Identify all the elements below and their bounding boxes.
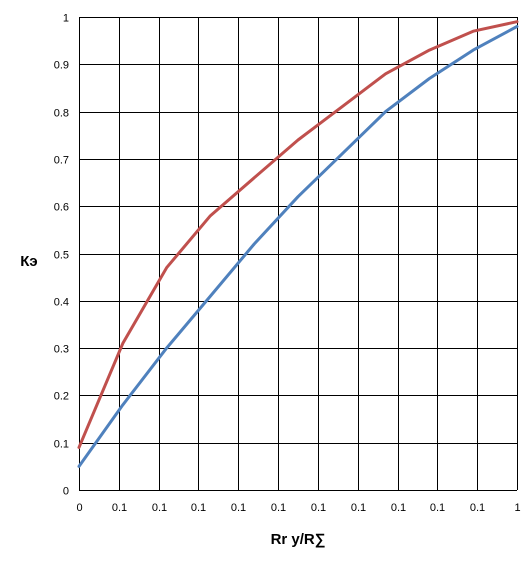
x-tick-label: 0.1 — [430, 502, 445, 514]
x-tick-label: 0 — [76, 502, 82, 514]
x-tick-label: 0.1 — [311, 502, 326, 514]
x-axis-tick-labels: 0 0.1 0.1 0.1 0.1 0.1 0.1 0.1 0.1 0.1 0.1 1 — [76, 502, 520, 514]
y-tick-label: 0.3 — [54, 344, 69, 356]
x-tick-label: 0.1 — [470, 502, 485, 514]
y-axis-title: Кэ — [20, 253, 37, 270]
y-axis-tick-labels: 0 0.1 0.2 0.3 0.4 0.5 0.6 0.7 0.8 0.9 1 — [54, 13, 69, 498]
x-tick-label: 0.1 — [231, 502, 246, 514]
y-tick-label: 0.4 — [54, 297, 69, 309]
y-tick-label: 0.9 — [54, 60, 69, 72]
x-tick-label: 0.1 — [191, 502, 206, 514]
x-tick-label: 0.1 — [271, 502, 286, 514]
y-tick-label: 0.5 — [54, 250, 69, 262]
y-tick-label: 0.2 — [54, 391, 69, 403]
y-tick-label: 0.8 — [54, 108, 69, 120]
x-tick-label: 0.1 — [152, 502, 167, 514]
x-tick-label: 0.1 — [351, 502, 366, 514]
x-axis-title: Rr y/R∑ — [271, 531, 326, 548]
series-layer — [77, 20, 519, 468]
series-line-blue — [77, 25, 519, 468]
y-tick-label: 0.1 — [54, 439, 69, 451]
y-tick-label: 0.7 — [54, 155, 69, 167]
y-tick-label: 0 — [63, 486, 69, 498]
x-tick-label: 0.1 — [391, 502, 406, 514]
x-tick-label: 1 — [514, 502, 520, 514]
x-tick-label: 0.1 — [112, 502, 127, 514]
y-tick-label: 1 — [63, 13, 69, 25]
grid — [79, 17, 518, 491]
y-tick-label: 0.6 — [54, 202, 69, 214]
series-line-red — [77, 20, 519, 449]
